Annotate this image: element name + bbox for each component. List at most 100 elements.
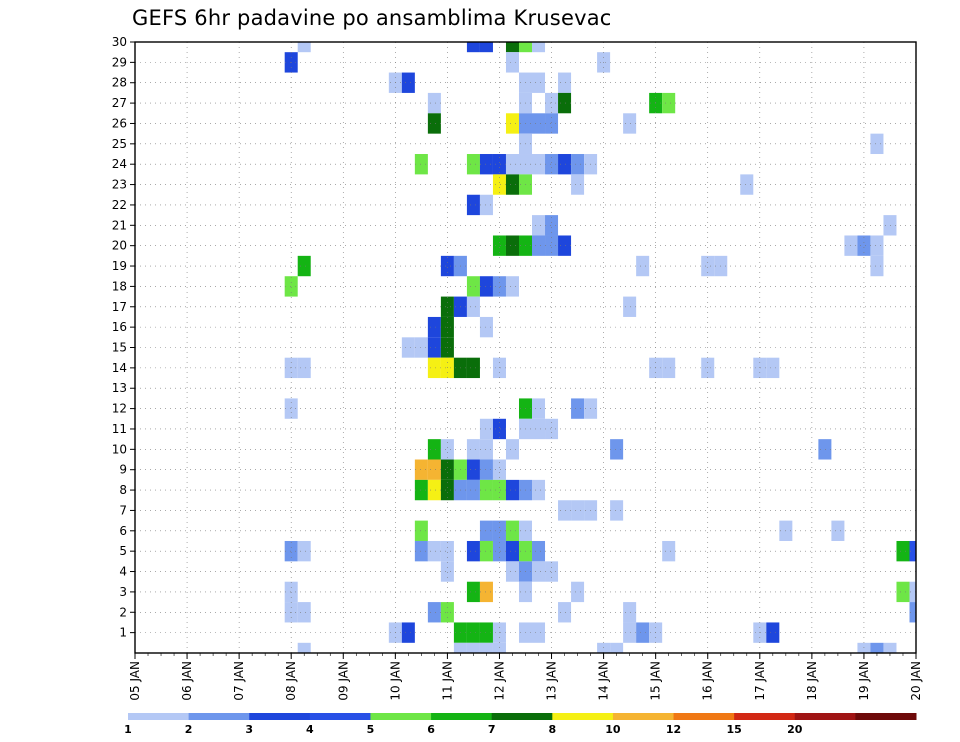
chart-title: GEFS 6hr padavine po ansamblima Krusevac [132, 6, 612, 30]
heatmap-cell [870, 133, 884, 155]
heatmap-cell [414, 459, 428, 480]
heatmap-cell [284, 581, 298, 603]
legend-swatch [128, 713, 190, 720]
heatmap-cell [466, 459, 480, 480]
heatmap-cell [532, 540, 546, 562]
y-tick-label: 27 [112, 96, 127, 110]
heatmap-cell [466, 42, 480, 53]
heatmap-cell [532, 113, 546, 134]
y-tick-label: 1 [119, 626, 127, 640]
heatmap-cell [532, 42, 546, 53]
heatmap-cell [636, 255, 650, 277]
heatmap-cell [427, 459, 441, 480]
x-tick-label: 19 JAN [857, 661, 871, 701]
legend-label: 3 [245, 723, 253, 736]
x-axis: 05 JAN 06 JAN 07 JAN 08 JAN 09 JAN 10 JAN 11 J… [128, 653, 923, 701]
heatmap-cell [623, 622, 637, 643]
heatmap-cell [532, 418, 546, 440]
y-tick-label: 5 [119, 544, 127, 558]
heatmap-cell [466, 622, 480, 643]
heatmap-cell [896, 540, 910, 562]
heatmap-cell [297, 357, 311, 379]
heatmap-cell [532, 561, 546, 582]
y-tick-label: 13 [112, 381, 127, 395]
heatmap-cell [492, 276, 506, 297]
heatmap-cell [610, 500, 624, 521]
heatmap-cell [492, 540, 506, 562]
heatmap-cell [545, 113, 559, 134]
heatmap-cell [909, 540, 916, 562]
heatmap-cell [571, 154, 585, 175]
legend-swatch [673, 713, 735, 720]
heatmap-cell [558, 602, 572, 623]
heatmap-cell [818, 439, 832, 460]
heatmap-cell [532, 235, 546, 256]
x-tick-label: 12 JAN [492, 661, 506, 701]
y-tick-label: 15 [112, 341, 127, 355]
heatmap-cell [427, 540, 441, 562]
heatmap-cell [284, 540, 298, 562]
heatmap-cell [558, 500, 572, 521]
heatmap-cell [505, 235, 519, 256]
legend-swatch [794, 713, 856, 720]
heatmap-cell [831, 520, 845, 541]
heatmap-cell [440, 296, 454, 317]
heatmap-cell [440, 479, 454, 501]
heatmap-cell [766, 622, 780, 643]
x-tick-label: 09 JAN [336, 661, 350, 701]
x-tick-label: 18 JAN [805, 661, 819, 701]
legend-swatch [491, 713, 553, 720]
heatmap-cell [623, 602, 637, 623]
heatmap-cell [558, 72, 572, 93]
y-axis: 1234567891011121314151617181920212223242… [112, 35, 135, 640]
heatmap-cell [636, 622, 650, 643]
heatmap-cell [740, 174, 754, 195]
heatmap-cell [766, 357, 780, 379]
heatmap-cell [492, 154, 506, 175]
heatmap-cell [479, 540, 493, 562]
y-tick-label: 11 [112, 422, 127, 436]
heatmap-cell [479, 459, 493, 480]
legend-swatch [855, 713, 917, 720]
heatmap-cell [466, 296, 480, 317]
heatmap-cell [610, 642, 624, 653]
heatmap-cell [492, 479, 506, 501]
heatmap-cell [466, 540, 480, 562]
heatmap-cell [896, 581, 910, 603]
legend-swatch [612, 713, 675, 720]
y-tick-label: 6 [119, 524, 127, 538]
legend-swatch [188, 713, 250, 720]
heatmap-cell [532, 479, 546, 501]
y-tick-label: 22 [112, 198, 127, 212]
heatmap-cell [505, 113, 519, 134]
legend-label: 15 [726, 723, 741, 736]
heatmap-cell [440, 439, 454, 460]
y-tick-label: 24 [112, 157, 127, 171]
heatmap-cell [505, 439, 519, 460]
legend-label: 4 [306, 723, 314, 736]
heatmap-cell [662, 357, 676, 379]
heatmap-cell [297, 602, 311, 623]
heatmap-cell [492, 235, 506, 256]
heatmap-cell [505, 52, 519, 73]
legend-label: 6 [427, 723, 435, 736]
heatmap-cell [558, 92, 572, 114]
heatmap-cell [571, 500, 585, 521]
heatmap-cell [427, 316, 441, 338]
y-tick-label: 4 [119, 565, 127, 579]
y-tick-label: 17 [112, 300, 127, 314]
heatmap-cell [870, 642, 884, 653]
y-tick-label: 16 [112, 320, 127, 334]
heatmap-cell [623, 296, 637, 317]
heatmap-cell [571, 398, 585, 419]
heatmap-cell [545, 235, 559, 256]
heatmap-cell [492, 174, 506, 195]
heatmap-cell [571, 174, 585, 195]
heatmap-cell [545, 92, 559, 114]
heatmap-cell [414, 540, 428, 562]
heatmap-cell [479, 520, 493, 541]
heatmap-cell [401, 622, 415, 643]
y-tick-label: 30 [112, 35, 127, 49]
heatmap-cell [427, 439, 441, 460]
y-tick-label: 29 [112, 55, 127, 69]
